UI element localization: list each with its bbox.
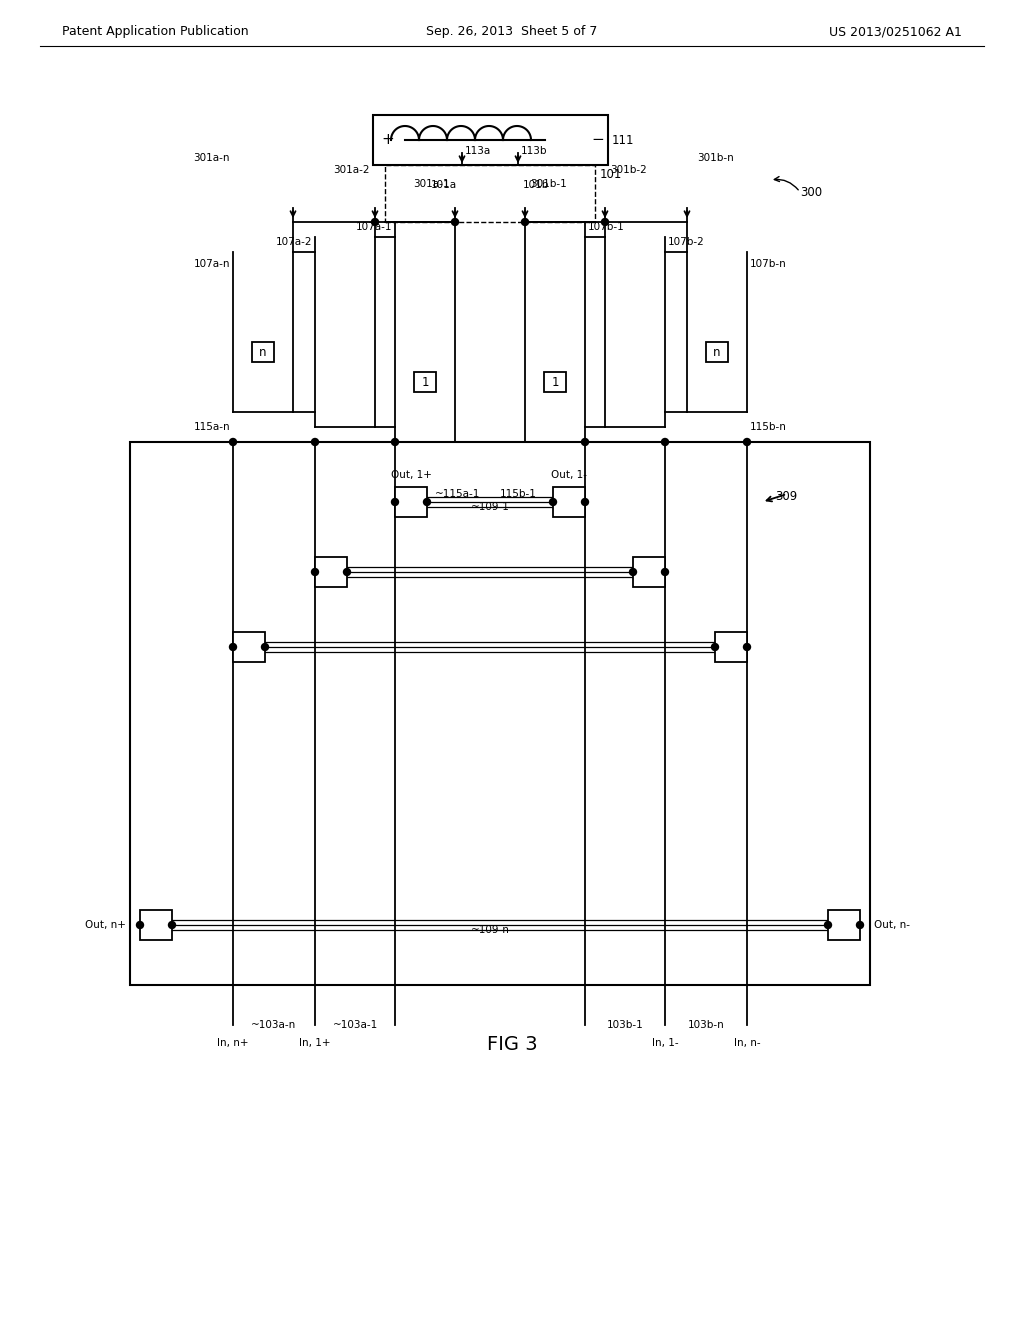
Circle shape: [582, 438, 589, 446]
Circle shape: [743, 438, 751, 446]
Text: 1: 1: [551, 375, 559, 388]
Bar: [553, 487, 585, 517]
Text: 107b-1: 107b-1: [588, 222, 625, 232]
Bar: [414, 372, 436, 392]
Text: 301b-1: 301b-1: [530, 180, 566, 189]
Text: 107b-2: 107b-2: [668, 238, 705, 247]
FancyArrowPatch shape: [774, 177, 799, 190]
Circle shape: [712, 644, 719, 651]
Circle shape: [662, 569, 669, 576]
Text: 301a-2: 301a-2: [334, 165, 370, 176]
Bar: [252, 342, 274, 362]
Text: 107a-1: 107a-1: [355, 222, 392, 232]
Text: 103b-n: 103b-n: [688, 1020, 724, 1030]
Text: 301b-n: 301b-n: [697, 153, 734, 162]
Text: 107a-2: 107a-2: [275, 238, 312, 247]
Bar: [233, 632, 265, 663]
Bar: [130, 442, 870, 985]
Circle shape: [662, 438, 669, 446]
Circle shape: [743, 644, 751, 651]
Circle shape: [136, 921, 143, 928]
Circle shape: [630, 569, 637, 576]
Text: 115b-n: 115b-n: [750, 422, 786, 432]
Text: ~109-1: ~109-1: [471, 502, 509, 512]
Circle shape: [229, 644, 237, 651]
Text: 309: 309: [775, 491, 798, 503]
Text: Out, n+: Out, n+: [85, 920, 126, 931]
Bar: [828, 909, 860, 940]
Text: 101b: 101b: [523, 180, 549, 190]
Text: 300: 300: [800, 186, 822, 198]
Text: Out, 1+: Out, 1+: [390, 470, 431, 480]
Text: 113b: 113b: [521, 147, 548, 156]
Text: In, 1-: In, 1-: [651, 1038, 678, 1048]
Text: 103b-1: 103b-1: [606, 1020, 643, 1030]
Circle shape: [582, 499, 589, 506]
Text: 101a: 101a: [431, 180, 457, 190]
Circle shape: [372, 219, 379, 226]
Circle shape: [311, 569, 318, 576]
Text: 113a: 113a: [465, 147, 492, 156]
Text: In, n+: In, n+: [217, 1038, 249, 1048]
Circle shape: [169, 921, 175, 928]
Text: +: +: [381, 132, 394, 148]
Bar: [715, 632, 746, 663]
Circle shape: [391, 499, 398, 506]
Circle shape: [824, 921, 831, 928]
Text: 111: 111: [612, 133, 635, 147]
Text: ~109-n: ~109-n: [471, 925, 509, 935]
Text: 107a-n: 107a-n: [194, 259, 230, 269]
Bar: [315, 557, 347, 587]
Bar: [544, 372, 566, 392]
Circle shape: [452, 219, 459, 226]
Text: 301a-n: 301a-n: [193, 153, 229, 162]
Circle shape: [229, 438, 237, 446]
Text: n: n: [714, 346, 721, 359]
Bar: [706, 342, 728, 362]
Circle shape: [601, 219, 608, 226]
Circle shape: [261, 644, 268, 651]
Text: 1: 1: [421, 375, 429, 388]
Bar: [385, 165, 595, 222]
Text: ~115a-1: ~115a-1: [434, 488, 480, 499]
Text: Sep. 26, 2013  Sheet 5 of 7: Sep. 26, 2013 Sheet 5 of 7: [426, 25, 598, 38]
Text: ~103a-n: ~103a-n: [251, 1020, 297, 1030]
Bar: [373, 115, 608, 165]
Circle shape: [311, 438, 318, 446]
Text: In, 1+: In, 1+: [299, 1038, 331, 1048]
Circle shape: [391, 438, 398, 446]
Text: US 2013/0251062 A1: US 2013/0251062 A1: [829, 25, 962, 38]
Circle shape: [343, 569, 350, 576]
Text: 115a-n: 115a-n: [194, 422, 230, 432]
Text: 101: 101: [600, 169, 623, 181]
Text: Out, n-: Out, n-: [874, 920, 910, 931]
Text: 301a-1: 301a-1: [414, 180, 450, 189]
Circle shape: [550, 499, 556, 506]
Text: Out, 1-: Out, 1-: [551, 470, 587, 480]
Text: FIG 3: FIG 3: [486, 1035, 538, 1055]
Bar: [395, 487, 427, 517]
Circle shape: [856, 921, 863, 928]
Text: 301b-2: 301b-2: [610, 165, 647, 176]
Text: In, n-: In, n-: [733, 1038, 760, 1048]
Text: −: −: [591, 132, 604, 148]
Bar: [140, 909, 172, 940]
Circle shape: [521, 219, 528, 226]
Text: 115b-1: 115b-1: [500, 488, 537, 499]
Text: 107b-n: 107b-n: [750, 259, 786, 269]
Text: Patent Application Publication: Patent Application Publication: [62, 25, 249, 38]
Bar: [633, 557, 665, 587]
Circle shape: [424, 499, 430, 506]
Text: ~103a-1: ~103a-1: [333, 1020, 378, 1030]
Text: n: n: [259, 346, 266, 359]
